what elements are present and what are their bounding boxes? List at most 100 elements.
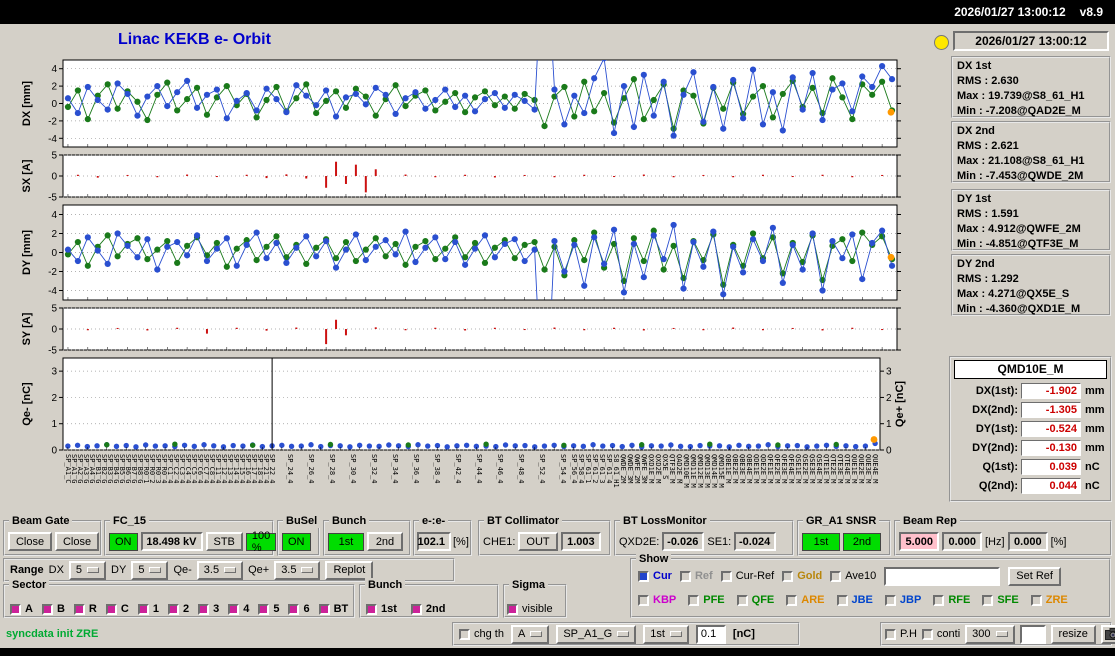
svg-text:SP_58_4: SP_58_4: [577, 454, 585, 484]
checkbox-show-qfe[interactable]: QFE: [736, 594, 774, 606]
checkbox-indicator: [786, 594, 798, 606]
checkbox-show-pfe[interactable]: PFE: [688, 594, 725, 606]
checkbox-show-rfe[interactable]: RFE: [933, 594, 970, 606]
checkbox-bunch-1st[interactable]: 1st: [366, 603, 397, 615]
range-dx-select[interactable]: 5: [68, 560, 107, 580]
bunch-order-select[interactable]: 1st: [643, 624, 689, 644]
stat-line: Min : -4.360@QXD1E_M: [957, 303, 1081, 315]
checkbox-show-cur[interactable]: Cur: [638, 570, 672, 582]
checkbox-ph[interactable]: P.H: [885, 628, 917, 640]
checkbox-chg-th[interactable]: chg th: [459, 628, 504, 640]
svg-text:QX5E_S: QX5E_S: [661, 454, 669, 479]
titlebar-version: v8.9: [1079, 5, 1103, 19]
monitor-value: 0.044: [1021, 477, 1081, 494]
bunch-1st-button[interactable]: 1st: [328, 533, 364, 551]
range-qep-select[interactable]: 3.5: [274, 560, 321, 580]
svg-text:SP_B2_G: SP_B2_G: [100, 454, 108, 484]
checkbox-indicator: [736, 594, 748, 606]
svg-text:SP_C2_4: SP_C2_4: [172, 454, 180, 484]
monitor-label: DY(1st):: [975, 422, 1018, 435]
che1-label: CHE1:: [483, 535, 516, 548]
interval-select[interactable]: 300: [965, 624, 1015, 644]
bunch-2nd-button[interactable]: 2nd: [367, 532, 403, 551]
checkbox-show-jbe[interactable]: JBE: [836, 594, 873, 606]
checkbox-sector-bt[interactable]: BT: [318, 603, 348, 615]
checkbox-indicator: [830, 570, 842, 582]
svg-text:5: 5: [51, 304, 57, 315]
range-dy-select[interactable]: 5: [131, 560, 169, 580]
svg-text:QXD1E_M: QXD1E_M: [647, 454, 655, 484]
svg-text:SP_61_2: SP_61_2: [591, 454, 599, 484]
resize-button[interactable]: resize: [1050, 624, 1096, 644]
checkbox-show-cur-ref[interactable]: Cur-Ref: [720, 570, 774, 582]
svg-text:QDE2E_M: QDE2E_M: [759, 454, 767, 484]
svg-text:SP_C3_4: SP_C3_4: [178, 454, 186, 484]
checkbox-show-jbp[interactable]: JBP: [884, 594, 921, 606]
show-frame: Show Cur Ref Cur-Ref Gold Ave10 Set Ref …: [630, 552, 1111, 618]
checkbox-bunch-2nd[interactable]: 2nd: [410, 603, 445, 615]
threshold-input[interactable]: [695, 624, 726, 644]
svg-text:0: 0: [51, 325, 57, 336]
beam-gate-close-1-button[interactable]: Close: [8, 532, 52, 551]
checkbox-show-sfe[interactable]: SFE: [982, 594, 1019, 606]
range-qep-label: Qe+: [248, 564, 270, 576]
checkbox-show-are[interactable]: ARE: [786, 594, 825, 606]
che1-out-button[interactable]: OUT: [518, 532, 558, 551]
checkbox-show-kbp[interactable]: KBP: [638, 594, 676, 606]
beam-rep-set-display: 5.000: [899, 532, 939, 551]
busel-on-indicator[interactable]: ON: [282, 533, 311, 551]
svg-text:SP_R0_3: SP_R0_3: [154, 454, 162, 484]
svg-text:QTF3E_M: QTF3E_M: [668, 454, 676, 484]
fc15-on-indicator[interactable]: ON: [109, 533, 138, 551]
set-ref-button[interactable]: Set Ref: [1008, 566, 1061, 586]
sector-select[interactable]: A: [510, 624, 550, 644]
checkbox-sector-c[interactable]: C: [105, 603, 129, 615]
checkbox-indicator: [10, 603, 21, 615]
svg-text:SP_B7_G: SP_B7_G: [130, 454, 138, 484]
svg-text:SP_C8_4: SP_C8_4: [208, 454, 216, 484]
beam-gate-close-2-button[interactable]: Close: [55, 532, 99, 551]
checkbox-sigma-visible[interactable]: visible: [507, 603, 553, 615]
checkbox-sector-r[interactable]: R: [73, 603, 97, 615]
checkbox-sector-b[interactable]: B: [41, 603, 65, 615]
snsr-1st-indicator[interactable]: 1st: [802, 533, 840, 551]
blank-input[interactable]: [1019, 624, 1046, 644]
checkbox-show-ave10[interactable]: Ave10: [830, 570, 876, 582]
screenshot-button[interactable]: [1100, 624, 1115, 644]
svg-text:QFE2E_M: QFE2E_M: [773, 454, 781, 484]
monitor-label: DY(2nd):: [972, 441, 1018, 454]
checkbox-indicator: [137, 603, 149, 615]
svg-text:SP_B1_G: SP_B1_G: [94, 454, 102, 484]
checkbox-sector-5[interactable]: 5: [258, 603, 279, 615]
checkbox-sector-4[interactable]: 4: [228, 603, 249, 615]
group-label: Bunch: [365, 578, 406, 592]
svg-text:SP_A1_G: SP_A1_G: [70, 454, 78, 484]
svg-text:4: 4: [51, 210, 57, 221]
svg-text:QTE2E_M: QTE2E_M: [829, 454, 837, 484]
optionmenu-indicator-icon: [149, 567, 162, 573]
checkbox-sector-a[interactable]: A: [10, 603, 33, 615]
checkbox-sector-1[interactable]: 1: [137, 603, 159, 615]
svg-text:SP_52_4: SP_52_4: [538, 454, 546, 484]
replot-button[interactable]: Replot: [325, 560, 374, 580]
checkbox-sector-3[interactable]: 3: [198, 603, 219, 615]
snsr-2nd-indicator[interactable]: 2nd: [843, 533, 881, 551]
checkbox-sector-2[interactable]: 2: [167, 603, 189, 615]
range-qem-select[interactable]: 3.5: [196, 560, 244, 580]
fc15-stb-button[interactable]: STB: [205, 532, 243, 551]
checkbox-show-ref[interactable]: Ref: [679, 570, 713, 582]
checkbox-indicator: [638, 594, 649, 606]
checkbox-conti[interactable]: conti: [921, 628, 960, 640]
svg-text:SP_24_4: SP_24_4: [286, 454, 294, 484]
checkbox-sector-6[interactable]: 6: [288, 603, 310, 615]
svg-text:5: 5: [51, 151, 57, 162]
checkbox-show-zre[interactable]: ZRE: [1030, 594, 1068, 606]
svg-text:SP_48_4: SP_48_4: [517, 454, 525, 484]
bpm-select[interactable]: SP_A1_G: [556, 624, 637, 644]
beam-rep-pct-unit: [%]: [1050, 535, 1067, 548]
checkbox-indicator: [1030, 594, 1042, 606]
ref-file-input[interactable]: [884, 566, 1001, 586]
page-title: Linac KEKB e- Orbit: [118, 31, 271, 48]
checkbox-show-gold[interactable]: Gold: [782, 570, 822, 582]
svg-text:DX [mm]: DX [mm]: [21, 81, 33, 127]
